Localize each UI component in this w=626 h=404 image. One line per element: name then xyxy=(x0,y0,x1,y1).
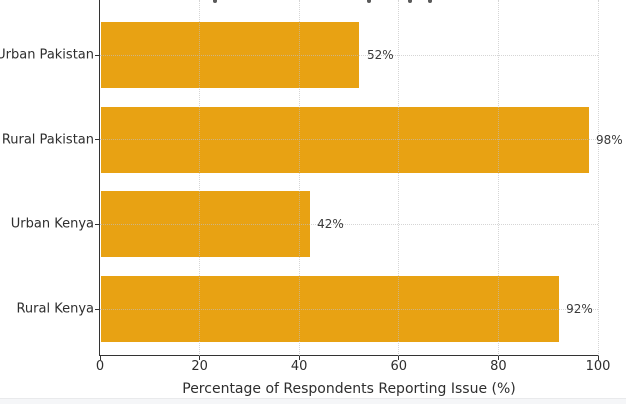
x-tick-label: 100 xyxy=(585,359,611,374)
x-axis-label: Percentage of Respondents Reporting Issu… xyxy=(182,381,516,397)
x-tick-mark xyxy=(597,356,599,360)
vertical-gridline xyxy=(298,0,300,356)
x-tick-mark xyxy=(199,356,201,360)
x-tick-mark xyxy=(298,356,300,360)
vertical-gridline xyxy=(597,0,599,356)
y-tick-mark xyxy=(95,223,99,225)
category-label-rural-kenya: Rural Kenya xyxy=(16,301,94,317)
category-label-urban-kenya: Urban Kenya xyxy=(10,216,94,232)
bar-value-label: 52% xyxy=(366,48,394,62)
x-tick-mark xyxy=(398,356,400,360)
x-tick-label: 60 xyxy=(390,359,408,374)
category-label-rural-pakistan: Rural Pakistan xyxy=(1,132,94,148)
cropped-title-descender-mark xyxy=(213,0,217,3)
x-tick-mark xyxy=(497,356,499,360)
x-tick-label: 80 xyxy=(490,359,507,374)
y-tick-mark xyxy=(95,308,99,310)
category-label-urban-pakistan: Urban Pakistan xyxy=(0,47,94,63)
cropped-title-descender-mark xyxy=(428,0,432,3)
x-axis-spine xyxy=(99,355,599,356)
vertical-gridline xyxy=(199,0,201,356)
y-tick-mark xyxy=(95,54,99,56)
y-tick-mark xyxy=(95,139,99,141)
bar-value-label: 98% xyxy=(596,132,623,147)
vertical-gridline xyxy=(398,0,400,356)
x-tick-mark xyxy=(99,356,101,360)
bar-value-label: 92% xyxy=(566,302,593,316)
x-tick-label: 40 xyxy=(290,359,308,374)
horizontal-gridline xyxy=(100,223,598,225)
horizontal-gridline xyxy=(100,308,598,310)
bar-value-label: 42% xyxy=(317,217,344,232)
x-tick-label: 0 xyxy=(95,359,105,374)
bottom-page-strip xyxy=(0,398,626,404)
y-axis-spine xyxy=(99,0,100,356)
vertical-gridline xyxy=(497,0,499,356)
cropped-title-descender-mark xyxy=(367,0,371,3)
cropped-title-descender-mark xyxy=(408,0,412,3)
horizontal-gridline xyxy=(100,54,598,56)
x-tick-label: 20 xyxy=(191,359,208,374)
horizontal-gridline xyxy=(100,139,598,141)
